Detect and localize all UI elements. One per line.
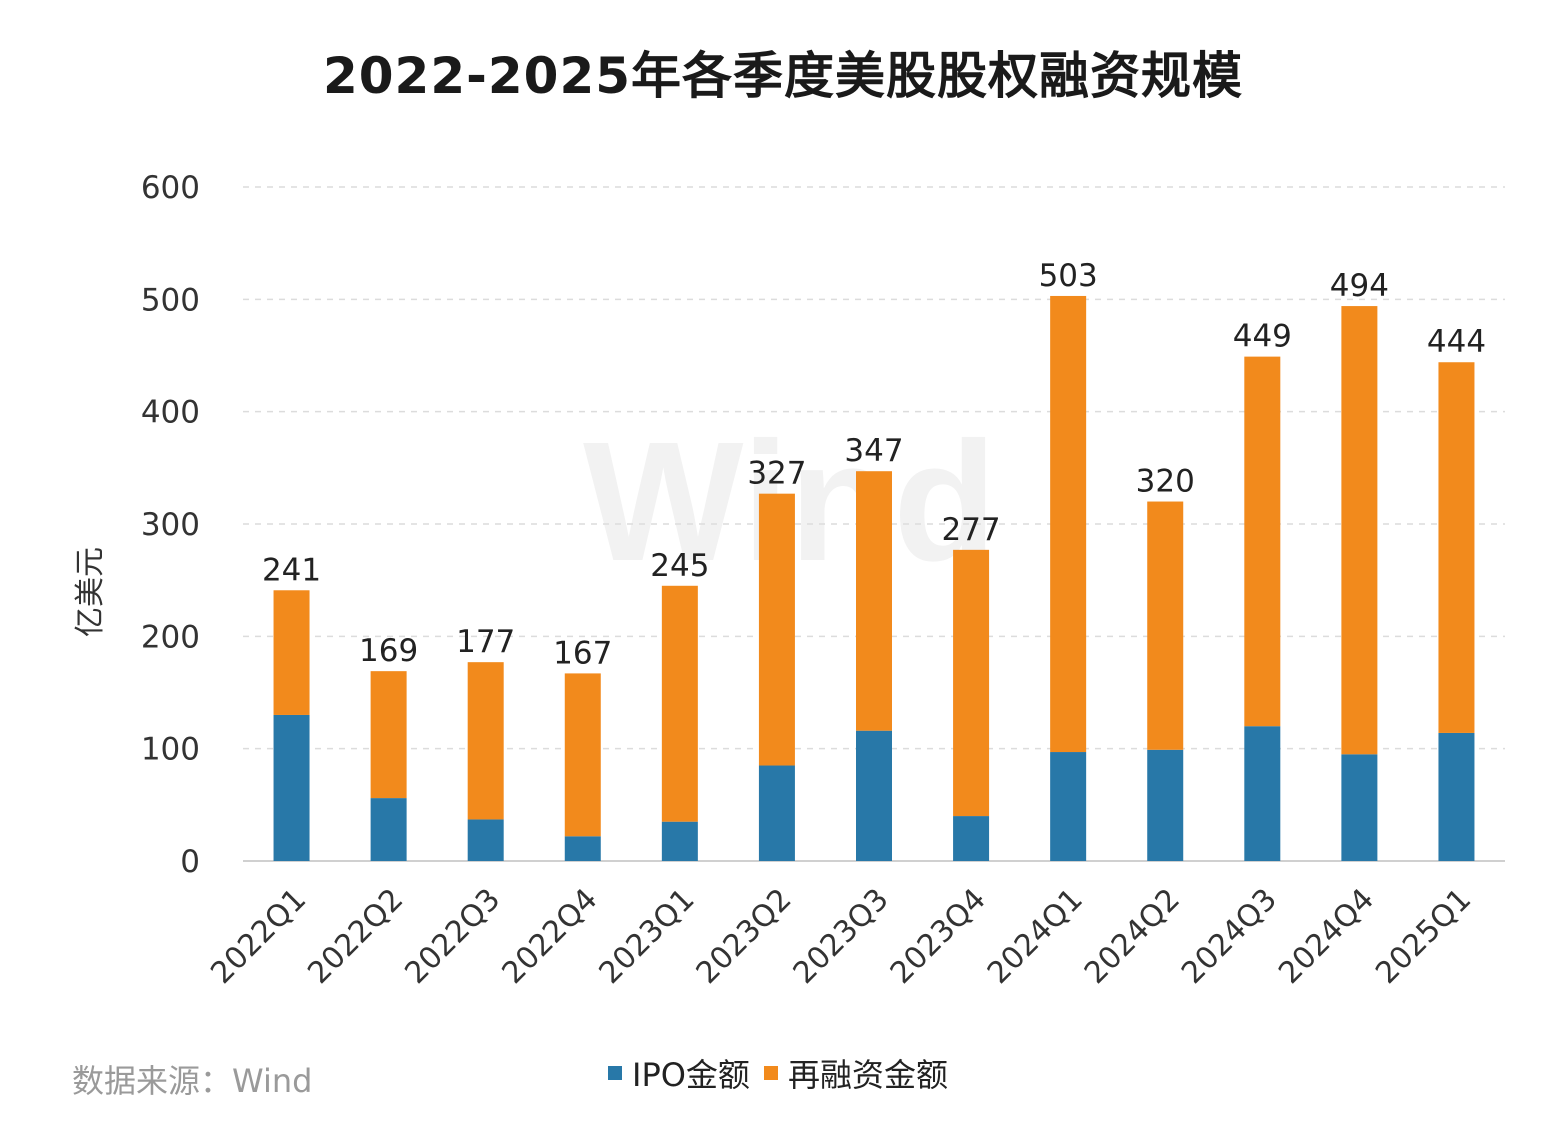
x-tick-label: 2024Q3 [1175, 882, 1284, 991]
bar-refinancing-2024Q3 [1244, 356, 1281, 727]
legend-label: 再融资金额 [787, 1056, 948, 1094]
bar-ipo-2022Q3 [467, 819, 504, 861]
data-label-2024Q1: 503 [1039, 258, 1098, 294]
y-axis-label: 亿美元 [73, 547, 108, 637]
x-tick-label: 2025Q1 [1369, 882, 1478, 991]
bar-ipo-2024Q2 [1147, 749, 1184, 861]
x-tick-label: 2023Q3 [787, 882, 896, 991]
legend-swatch [763, 1066, 778, 1080]
y-tick-label: 400 [141, 395, 200, 431]
y-axis-ticks: 0 100 200 300 400 500 600 [141, 170, 200, 880]
x-tick-label: 2024Q1 [981, 882, 1090, 991]
y-tick-label: 200 [141, 619, 200, 655]
bar-refinancing-2024Q2 [1147, 501, 1184, 750]
chart-title: 2022-2025年各季度美股股权融资规模 [322, 47, 1244, 105]
x-tick-label: 2024Q2 [1078, 882, 1187, 991]
data-label-2024Q4: 494 [1330, 268, 1389, 304]
bar-refinancing-2023Q4 [953, 549, 990, 817]
bar-ipo-2025Q1 [1438, 732, 1475, 861]
data-label-2024Q2: 320 [1136, 464, 1195, 500]
bar-refinancing-2022Q1 [273, 590, 310, 715]
x-tick-label: 2022Q1 [204, 882, 313, 991]
source-note: 数据来源：Wind [72, 1062, 313, 1100]
y-tick-label: 500 [141, 282, 200, 318]
data-labels: 241 169 177 167 245 327 347 277 503 320 449 494 444 [262, 258, 1486, 671]
bar-refinancing-2022Q3 [467, 662, 504, 820]
data-label-2023Q2: 327 [747, 456, 806, 492]
bar-ipo-2023Q3 [856, 730, 892, 861]
bar-refinancing-2022Q2 [370, 671, 407, 799]
data-label-2022Q4: 167 [553, 635, 612, 671]
y-tick-label: 300 [141, 507, 200, 543]
x-tick-label: 2022Q3 [398, 882, 507, 991]
x-tick-label: 2022Q4 [495, 882, 604, 991]
legend-item-ipo: IPO金额 [608, 1050, 750, 1096]
y-tick-label: 0 [180, 844, 200, 880]
y-tick-label: 100 [141, 732, 200, 768]
bar-refinancing-2024Q4 [1341, 306, 1378, 755]
x-tick-label: 2023Q1 [593, 882, 702, 991]
x-axis-ticks: 2022Q12022Q22022Q32022Q42023Q12023Q22023… [204, 882, 1478, 991]
y-tick-label: 600 [141, 170, 200, 206]
data-label-2025Q1: 444 [1427, 324, 1486, 360]
bar-ipo-2024Q3 [1244, 726, 1281, 861]
bar-refinancing-2025Q1 [1438, 362, 1475, 733]
data-label-2024Q3: 449 [1233, 319, 1292, 355]
bar-refinancing-2022Q4 [564, 673, 601, 837]
bar-ipo-2022Q2 [370, 798, 407, 861]
x-tick-label: 2024Q4 [1272, 882, 1381, 991]
data-label-2022Q2: 169 [359, 633, 418, 669]
legend-label: IPO金额 [632, 1056, 750, 1094]
data-label-2022Q3: 177 [456, 624, 515, 660]
bar-series [273, 295, 1475, 861]
legend: IPO金额 再融资金额 [608, 1050, 962, 1096]
legend-swatch [608, 1066, 622, 1080]
bar-ipo-2024Q1 [1050, 752, 1087, 861]
bar-ipo-2023Q4 [953, 816, 990, 861]
bar-refinancing-2023Q2 [758, 493, 795, 766]
data-label-2023Q4: 277 [941, 512, 1000, 548]
legend-item-refinancing: 再融资金额 [763, 1050, 948, 1096]
x-tick-label: 2023Q4 [884, 882, 993, 991]
bar-ipo-2022Q1 [273, 714, 310, 861]
data-label-2023Q3: 347 [844, 433, 903, 469]
bar-refinancing-2023Q1 [661, 585, 698, 822]
data-label-2022Q1: 241 [262, 552, 321, 588]
bar-refinancing-2023Q3 [856, 471, 892, 731]
bar-ipo-2024Q4 [1341, 754, 1378, 861]
x-tick-label: 2022Q2 [301, 882, 410, 991]
bar-ipo-2023Q2 [758, 765, 795, 861]
bar-refinancing-2024Q1 [1050, 295, 1087, 753]
x-tick-label: 2023Q2 [690, 882, 799, 991]
data-label-2023Q1: 245 [650, 548, 709, 584]
bar-ipo-2023Q1 [661, 821, 698, 861]
bar-ipo-2022Q4 [564, 836, 601, 861]
